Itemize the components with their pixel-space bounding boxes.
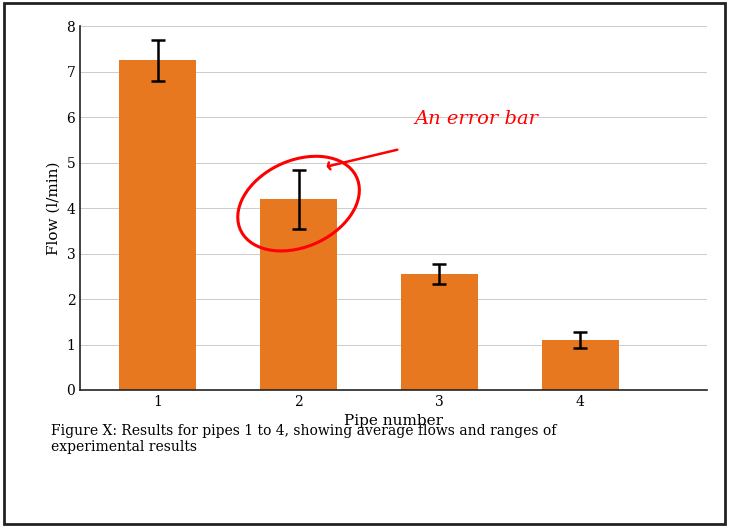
Bar — [401, 274, 478, 390]
Bar — [542, 340, 619, 390]
Bar — [119, 61, 196, 390]
X-axis label: Pipe number: Pipe number — [344, 414, 443, 428]
Bar — [260, 199, 338, 390]
Text: An error bar: An error bar — [414, 110, 538, 128]
Text: Figure X: Results for pipes 1 to 4, showing average flows and ranges of
experime: Figure X: Results for pipes 1 to 4, show… — [51, 424, 556, 454]
Y-axis label: Flow (l/min): Flow (l/min) — [47, 161, 61, 255]
